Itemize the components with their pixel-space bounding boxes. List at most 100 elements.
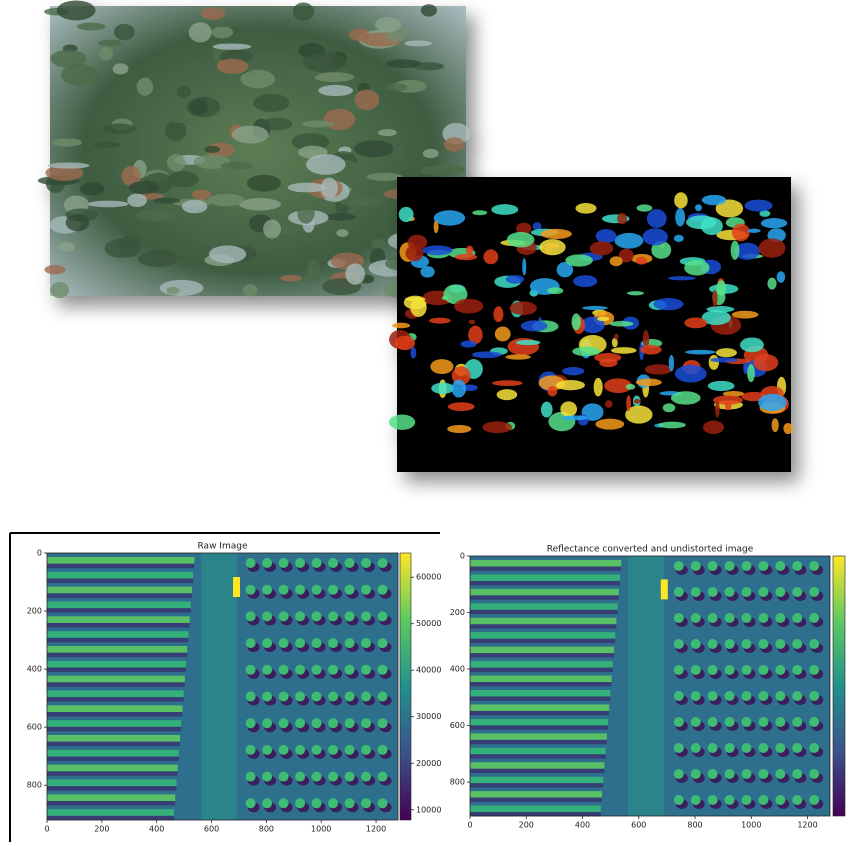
tree — [295, 665, 305, 675]
crop-row — [470, 704, 609, 711]
x-tick-label: 800 — [259, 825, 274, 834]
color-blob — [405, 297, 426, 301]
tree — [361, 718, 371, 728]
crop-row — [47, 691, 184, 698]
x-tick-label: 1200 — [797, 821, 817, 830]
tree — [262, 611, 272, 621]
color-blob — [684, 260, 709, 276]
tree — [328, 611, 338, 621]
tree — [725, 691, 735, 701]
tree — [246, 772, 256, 782]
color-blob — [675, 208, 685, 226]
tree — [809, 743, 819, 753]
plot-title: Raw Image — [198, 542, 248, 552]
color-blob — [643, 228, 668, 245]
leaf — [48, 162, 90, 168]
tree — [758, 769, 768, 779]
tree — [708, 665, 718, 675]
tree — [361, 798, 371, 808]
tree — [758, 613, 768, 623]
crop-gap — [470, 711, 609, 715]
color-blob — [637, 204, 653, 211]
color-blob — [399, 207, 414, 222]
leaf — [324, 109, 356, 130]
leaf — [50, 282, 69, 298]
color-blob — [495, 327, 511, 342]
tree — [378, 745, 388, 755]
x-tick-label: 1200 — [366, 825, 386, 834]
leaf — [177, 86, 191, 98]
tree — [792, 717, 802, 727]
leaf — [44, 265, 65, 274]
tree — [741, 639, 751, 649]
tree — [775, 795, 785, 805]
tree — [378, 611, 388, 621]
tree — [758, 743, 768, 753]
crop-row — [470, 733, 607, 740]
color-blob — [611, 347, 637, 354]
leaf — [66, 214, 90, 231]
x-tick-label: 800 — [687, 821, 702, 830]
tree — [295, 611, 305, 621]
tree — [674, 691, 684, 701]
tree — [295, 772, 305, 782]
leaf — [220, 162, 253, 170]
tree — [674, 795, 684, 805]
color-blob — [575, 203, 596, 214]
color-blob — [732, 224, 750, 242]
leaf — [318, 85, 353, 96]
color-blob — [497, 389, 518, 400]
tree — [792, 587, 802, 597]
tree — [775, 691, 785, 701]
tree — [328, 772, 338, 782]
tree — [312, 638, 322, 648]
crop-row — [470, 762, 604, 769]
color-blob — [758, 394, 787, 411]
y-tick-label: 200 — [27, 607, 42, 616]
tree — [708, 743, 718, 753]
color-blob — [572, 313, 581, 330]
leaf — [102, 123, 136, 134]
crop-row — [470, 574, 620, 581]
y-tick-label: 600 — [450, 721, 465, 730]
color-blob — [740, 337, 764, 352]
crop-gap — [470, 581, 620, 585]
color-blob — [610, 256, 623, 266]
colorbar-tick-label: 10000 — [416, 805, 441, 814]
tree — [312, 585, 322, 595]
colorbar — [400, 553, 411, 820]
color-blob — [725, 401, 731, 410]
color-blob — [590, 241, 614, 255]
color-blob — [684, 317, 707, 328]
color-blob — [715, 401, 720, 418]
y-tick-label: 800 — [450, 778, 465, 787]
crop-gap — [47, 623, 190, 627]
tree — [674, 769, 684, 779]
crop-gap — [47, 786, 176, 790]
tree — [345, 772, 355, 782]
crop-row — [47, 602, 191, 609]
color-blob — [731, 241, 740, 260]
tree — [361, 692, 371, 702]
crop-row — [47, 780, 176, 787]
tree — [295, 718, 305, 728]
y-tick-label: 200 — [450, 608, 465, 617]
tree — [775, 743, 785, 753]
crop-gap — [470, 725, 608, 729]
color-blob — [454, 299, 483, 314]
color-blob — [392, 323, 410, 329]
tree — [246, 798, 256, 808]
color-blob — [686, 215, 716, 229]
tree — [345, 638, 355, 648]
leaf — [189, 22, 212, 42]
leaf — [217, 59, 248, 74]
crop-row — [47, 765, 178, 772]
color-blob — [599, 358, 617, 367]
tree — [262, 772, 272, 782]
road — [201, 553, 236, 820]
tree — [279, 745, 289, 755]
color-blob — [675, 365, 707, 383]
tree — [725, 613, 735, 623]
tree — [312, 772, 322, 782]
tree — [674, 587, 684, 597]
